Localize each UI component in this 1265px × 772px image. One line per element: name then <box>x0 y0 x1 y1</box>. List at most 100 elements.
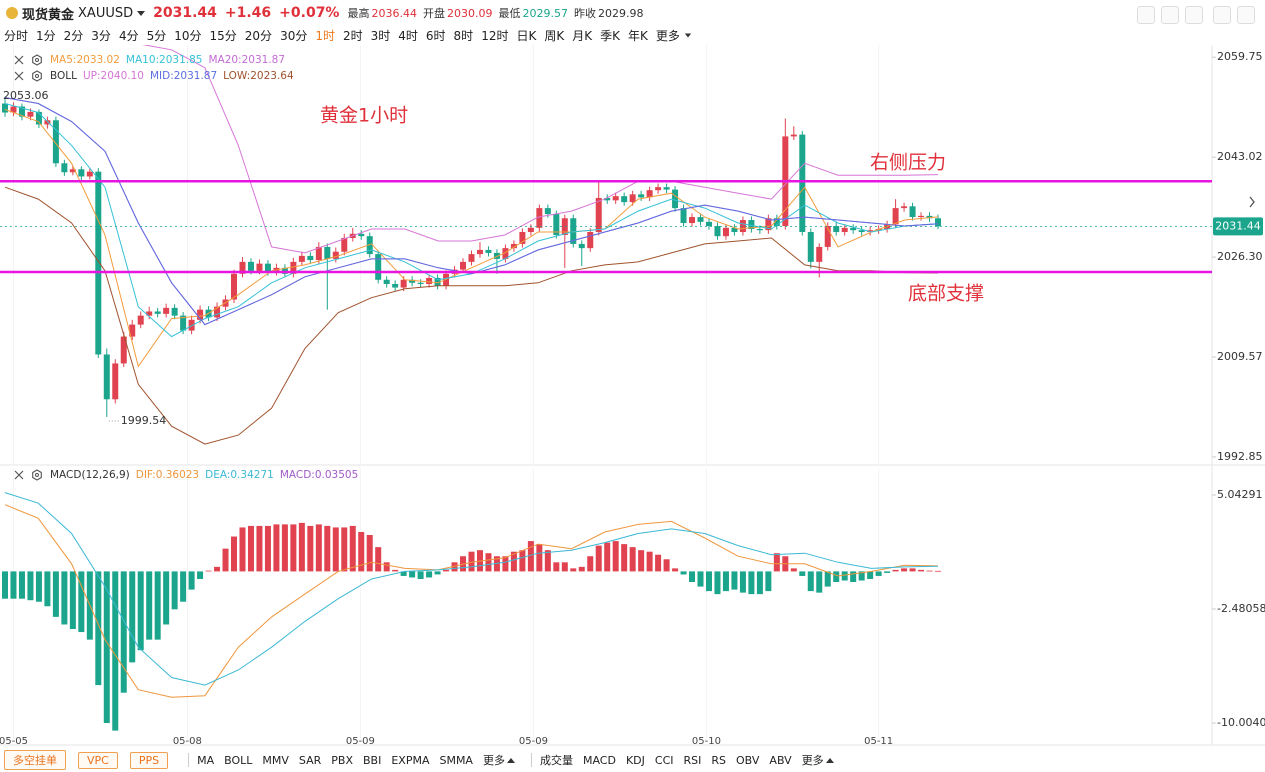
stat-value: 2036.44 <box>371 6 417 20</box>
timeframe[interactable]: 4时 <box>398 28 418 43</box>
annotation: 黄金1小时 <box>320 105 408 127</box>
timeframe[interactable]: 3分 <box>91 28 111 43</box>
macd-bar <box>27 571 34 601</box>
timeframe[interactable]: 6时 <box>425 28 446 43</box>
indicator-tab[interactable]: MA <box>197 753 215 767</box>
icon-button[interactable] <box>1161 6 1179 24</box>
macd-bar <box>171 571 178 610</box>
dropdown-caret[interactable] <box>684 33 692 37</box>
candle-body <box>358 233 365 237</box>
icon-button[interactable] <box>1185 6 1203 24</box>
candle-body <box>409 279 416 283</box>
icon-button[interactable] <box>1137 6 1155 24</box>
candle-body <box>858 230 865 232</box>
candle-body <box>578 243 585 249</box>
indicator-tab[interactable]: BOLL <box>224 753 253 767</box>
indicator-tab[interactable]: SMMA <box>439 753 473 767</box>
indicator-tab[interactable]: RS <box>711 753 727 767</box>
candle-body <box>918 215 925 218</box>
timeframe[interactable]: 年K <box>627 28 648 43</box>
macd-bar <box>689 571 696 583</box>
indicator-tab[interactable]: MMV <box>262 753 289 767</box>
indicator-line <box>142 45 939 254</box>
stat-label: 昨收 <box>573 7 596 20</box>
instrument-symbol[interactable]: XAUUSD <box>78 5 134 21</box>
timeframe[interactable]: 5分 <box>146 28 167 43</box>
macd-bar <box>875 571 882 576</box>
timeframe[interactable]: 2分 <box>63 28 84 43</box>
toggle-button[interactable]: 多空挂单 <box>4 750 66 770</box>
macd-bar <box>349 525 356 572</box>
timeframe[interactable]: 更多 <box>655 28 680 43</box>
candle-body <box>629 194 636 203</box>
candle-body <box>197 309 204 320</box>
indicator-tab[interactable]: EXPMA <box>391 753 430 767</box>
timeframe[interactable]: 日K <box>516 28 537 43</box>
macd-bar <box>197 571 204 579</box>
toggle-button[interactable]: PPS <box>129 751 169 769</box>
timeframe[interactable]: 15分 <box>209 28 237 43</box>
macd-bar <box>655 554 662 572</box>
macd-bar <box>61 571 68 625</box>
x-tick-label: 05-11 <box>864 736 893 747</box>
macd-bar <box>646 551 653 572</box>
toggle-button[interactable]: VPC <box>78 751 118 769</box>
indicator-tab[interactable]: ABV <box>769 753 792 767</box>
macd-bar <box>765 571 772 592</box>
instrument-name[interactable]: 现货黄金 <box>22 7 75 23</box>
timeframe[interactable]: 20分 <box>244 28 273 43</box>
candle-body <box>44 120 51 125</box>
candle-body <box>663 187 670 190</box>
timeframe[interactable]: 1分 <box>36 28 56 43</box>
macd-bar <box>290 524 297 572</box>
timeframe[interactable]: 季K <box>600 28 620 43</box>
icon-button[interactable] <box>1237 6 1255 24</box>
candle-body <box>27 111 34 117</box>
y-tick-label: 2043.02 <box>1217 150 1263 163</box>
timeframe[interactable]: 2时 <box>342 28 363 43</box>
indicator-tab[interactable]: 更多 <box>482 754 505 767</box>
indicator-tab[interactable]: SAR <box>298 753 322 767</box>
candle-body <box>298 255 305 262</box>
dropdown-caret[interactable] <box>137 10 146 16</box>
macd-bar <box>103 571 110 724</box>
macd-bar <box>281 524 288 572</box>
timeframe[interactable]: 1时 <box>315 28 335 43</box>
timeframe[interactable]: 30分 <box>280 28 308 43</box>
indicator-tab[interactable]: OBV <box>736 753 760 767</box>
candle-body <box>722 227 729 237</box>
icon-button[interactable] <box>1213 6 1231 24</box>
indicator-tab[interactable]: CCI <box>654 753 674 767</box>
timeframe[interactable]: 4分 <box>118 28 139 43</box>
close-icon <box>14 470 24 480</box>
stat-label: 开盘 <box>422 7 445 20</box>
timeframe[interactable]: 10分 <box>174 28 202 43</box>
timeframe[interactable]: 8时 <box>453 28 474 43</box>
macd-bar <box>544 550 551 572</box>
indicator-tab[interactable]: BBI <box>362 753 382 767</box>
candle-body <box>790 134 797 137</box>
settings-icon <box>35 58 39 62</box>
macd-bar <box>502 556 509 572</box>
indicator-tab[interactable]: PBX <box>331 753 353 767</box>
candle-body <box>18 106 25 117</box>
indicator-tab[interactable]: MACD <box>582 753 616 767</box>
candle-body <box>756 229 763 231</box>
indicator-tab[interactable]: RSI <box>683 753 702 767</box>
indicator-tab[interactable]: 成交量 <box>539 754 573 767</box>
timeframe[interactable]: 月K <box>572 28 593 43</box>
indicator-tab[interactable]: KDJ <box>625 753 645 767</box>
macd-bar <box>239 527 246 572</box>
low-label: 1999.54 <box>121 414 167 427</box>
macd-bar <box>2 571 8 599</box>
macd-bar <box>621 544 628 572</box>
indicator-tab[interactable]: 更多 <box>801 754 824 767</box>
timeframe[interactable]: 分时 <box>4 28 29 43</box>
timeframe[interactable]: 12时 <box>481 28 509 43</box>
macd-line <box>4 492 939 686</box>
candle-body <box>256 263 263 271</box>
candle-body <box>595 197 602 232</box>
timeframe[interactable]: 3时 <box>370 28 391 43</box>
timeframe[interactable]: 周K <box>544 28 565 43</box>
